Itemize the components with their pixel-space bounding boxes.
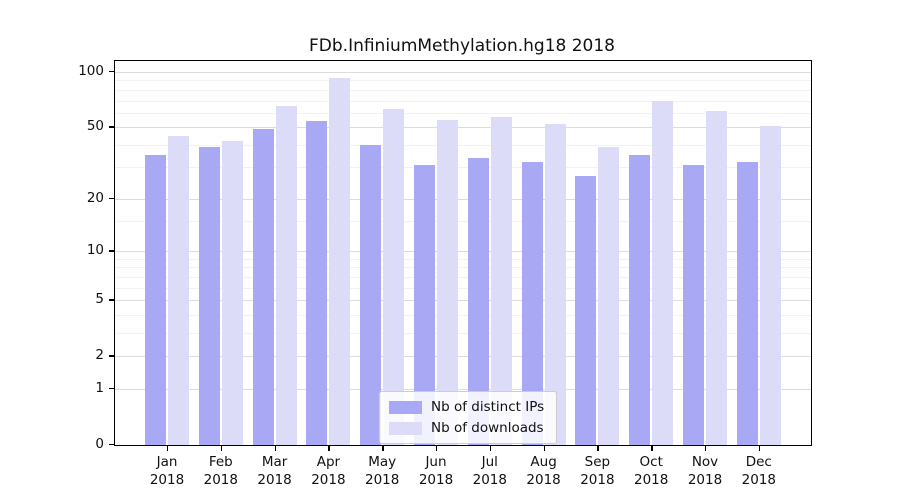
major-gridline [115, 389, 811, 390]
bar-apr-ips [306, 121, 328, 445]
major-gridline [115, 251, 811, 253]
y-tick-label: 20 [86, 189, 104, 206]
y-tick-mark [109, 71, 114, 73]
minor-gridline [115, 287, 811, 289]
minor-gridline [115, 267, 811, 269]
x-tick-label-oct: Oct 2018 [634, 454, 669, 488]
x-tick-mark [597, 446, 599, 451]
x-tick-mark [705, 446, 707, 451]
major-gridline [115, 356, 811, 358]
x-tick-label-mar: Mar 2018 [257, 454, 292, 488]
x-tick-label-nov: Nov 2018 [687, 454, 723, 488]
x-tick-mark [543, 446, 545, 451]
y-tick-label: 1 [95, 380, 104, 396]
minor-gridline [115, 100, 811, 102]
y-tick-label: 10 [86, 242, 104, 259]
x-tick-label-apr: Apr 2018 [311, 454, 346, 488]
y-tick-label: 0 [95, 436, 104, 452]
minor-gridline [115, 167, 811, 169]
y-tick-label: 5 [95, 291, 104, 308]
x-tick-mark [167, 446, 169, 451]
bar-aug-downloads [544, 124, 566, 445]
bar-mar-downloads [275, 106, 297, 445]
x-tick-label-jun: Jun 2018 [418, 454, 454, 488]
bar-jan-ips [145, 155, 166, 445]
y-tick-mark [109, 299, 114, 301]
x-tick-label-jan: Jan 2018 [149, 454, 185, 488]
x-tick-mark [489, 446, 492, 451]
x-tick-mark [382, 446, 384, 451]
bar-feb-downloads [221, 141, 243, 445]
bar-aug-ips [521, 162, 543, 445]
bar-sep-downloads [598, 146, 620, 445]
bar-jul-downloads [490, 116, 512, 445]
legend-swatch-icon [389, 421, 422, 435]
y-tick-mark [109, 444, 114, 446]
minor-gridline [115, 333, 811, 334]
minor-gridline [115, 89, 811, 91]
minor-gridline [115, 80, 811, 82]
legend-row: Nb of distinct IPs [389, 399, 544, 415]
bar-oct-downloads [652, 100, 674, 445]
legend-label: Nb of distinct IPs [431, 399, 545, 415]
bar-oct-ips [629, 155, 651, 445]
y-tick-label: 50 [86, 118, 104, 135]
bar-nov-ips [683, 164, 704, 445]
minor-gridline [115, 258, 811, 260]
legend-label: Nb of downloads [431, 420, 544, 436]
x-tick-label-aug: Aug 2018 [526, 454, 561, 488]
bar-jun-downloads [437, 119, 458, 445]
x-tick-mark [220, 446, 223, 451]
major-gridline [115, 300, 811, 302]
y-tick-mark [109, 126, 114, 128]
bar-apr-downloads [329, 77, 351, 445]
legend-row: Nb of downloads [389, 420, 544, 436]
legend: Nb of distinct IPs Nb of downloads [379, 391, 558, 444]
x-tick-mark [274, 446, 276, 451]
major-gridline [115, 198, 811, 200]
x-tick-label-feb: Feb 2018 [203, 454, 238, 488]
bar-jun-ips [414, 164, 435, 445]
bar-dec-ips [736, 162, 758, 445]
bar-mar-ips [252, 128, 274, 445]
plot-area: Nb of distinct IPs Nb of downloads [114, 60, 812, 446]
bar-feb-ips [198, 146, 220, 445]
bar-jul-ips [467, 157, 489, 445]
x-tick-label-sep: Sep 2018 [580, 454, 615, 488]
y-tick-mark [109, 388, 114, 390]
chart-title: FDb.InfiniumMethylation.hg18 2018 [309, 36, 615, 56]
bar-jan-downloads [168, 135, 189, 445]
y-tick-mark [109, 250, 114, 252]
y-tick-mark [109, 355, 114, 357]
bar-may-ips [360, 144, 382, 445]
y-tick-label: 100 [78, 63, 104, 79]
legend-swatch-icon [389, 400, 422, 414]
bar-may-downloads [383, 108, 405, 445]
x-tick-label-jul: Jul 2018 [472, 454, 507, 488]
x-tick-mark [328, 446, 330, 451]
major-gridline [115, 72, 811, 73]
x-tick-mark [436, 446, 438, 451]
minor-gridline [115, 314, 811, 316]
y-tick-mark [109, 197, 114, 200]
minor-gridline [115, 144, 811, 146]
bar-nov-downloads [706, 111, 727, 445]
y-tick-label: 2 [95, 347, 104, 364]
x-tick-label-may: May 2018 [365, 454, 400, 488]
bar-sep-ips [575, 175, 597, 445]
x-tick-mark [758, 446, 761, 451]
major-gridline [115, 127, 811, 129]
bar-dec-downloads [759, 125, 781, 445]
x-tick-mark [651, 446, 653, 451]
x-tick-label-dec: Dec 2018 [741, 454, 776, 488]
minor-gridline [115, 276, 811, 278]
minor-gridline [115, 112, 811, 114]
minor-gridline [115, 220, 811, 222]
